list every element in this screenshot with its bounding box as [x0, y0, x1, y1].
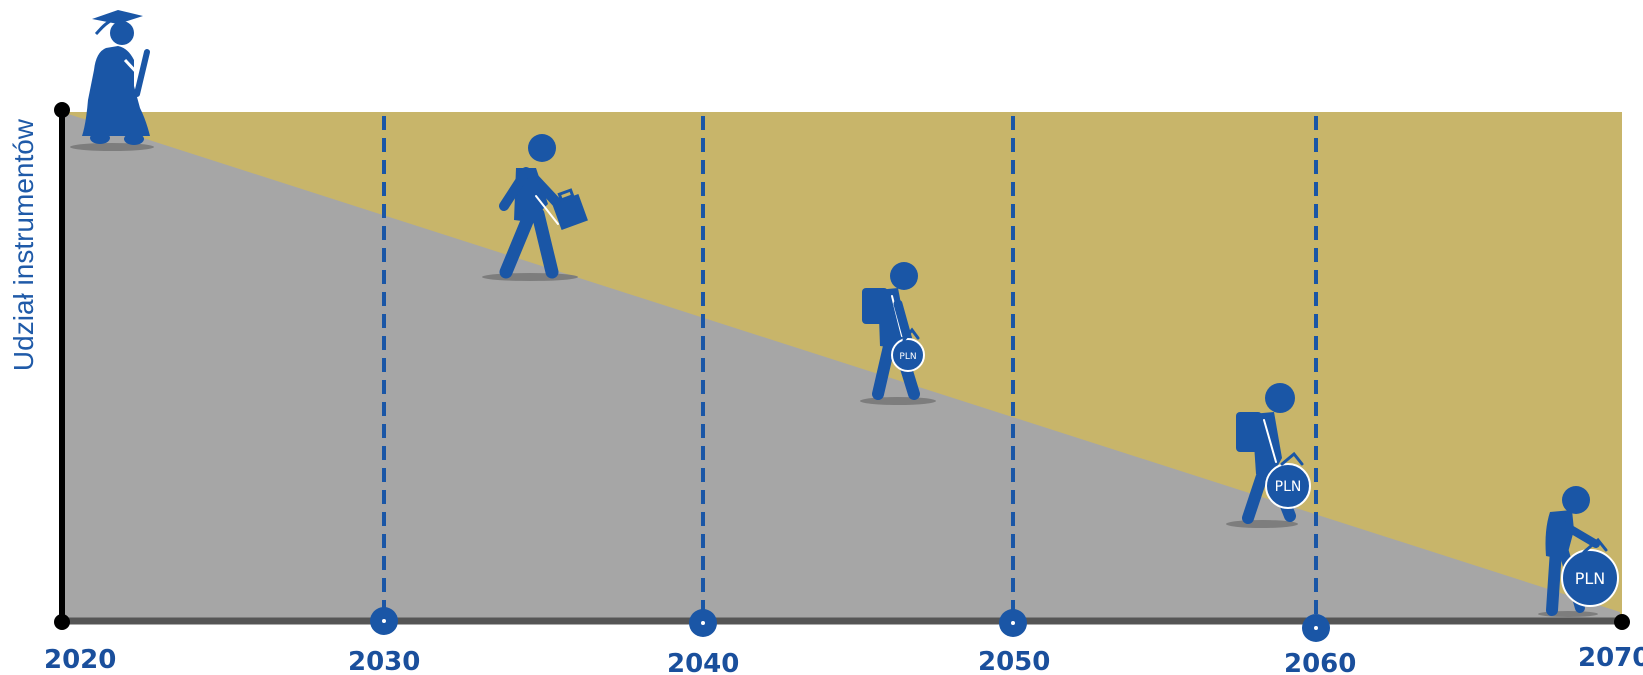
x-axis-end-dot: [1614, 614, 1630, 630]
year-label-2060: 2060: [1284, 649, 1356, 675]
year-label-2020: 2020: [44, 645, 116, 675]
walking-man-money-bag-icon-medium: PLN: [1226, 383, 1311, 528]
graduate-figure-icon: [70, 10, 154, 151]
crouching-man-money-bag-icon: PLN: [1538, 486, 1619, 617]
small-bag-label: PLN: [899, 352, 916, 362]
year-label-2030: 2030: [348, 647, 420, 675]
walking-man-money-bag-icon: PLN: [860, 262, 936, 405]
year-label-2040: 2040: [667, 649, 739, 675]
year-label-2050: 2050: [978, 647, 1050, 675]
large-bag-label: PLN: [1575, 569, 1606, 588]
year-label-2070: 2070: [1578, 643, 1643, 673]
year-marker-lines: [382, 116, 1318, 625]
origin-dot: [54, 614, 70, 630]
walking-man-briefcase-icon: [482, 134, 588, 281]
medium-bag-label: PLN: [1275, 479, 1302, 495]
axis-marker-dots: [370, 607, 1330, 642]
lower-area: [62, 112, 1620, 622]
y-axis-top-dot: [54, 102, 70, 118]
